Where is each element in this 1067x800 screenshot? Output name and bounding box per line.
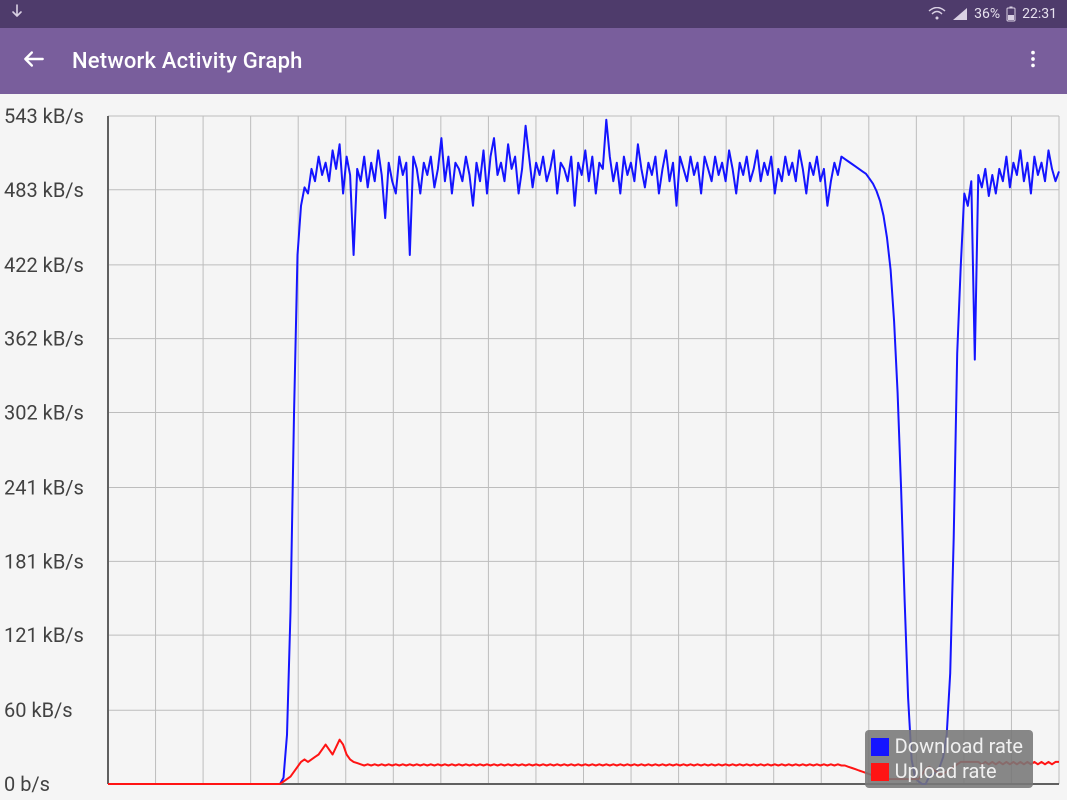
legend-swatch-download — [871, 738, 889, 756]
legend-swatch-upload — [871, 763, 889, 781]
status-bar-left — [10, 4, 24, 24]
battery-icon — [1006, 6, 1016, 22]
legend-label-upload: Upload rate — [895, 759, 997, 784]
arrow-left-icon — [21, 46, 47, 76]
status-bar: 36% 22:31 — [0, 0, 1067, 28]
legend-item-download: Download rate — [871, 734, 1023, 759]
battery-percent-label: 36% — [974, 6, 1000, 22]
page-title: Network Activity Graph — [72, 49, 303, 74]
download-arrow-icon — [10, 4, 24, 20]
clock-label: 22:31 — [1022, 6, 1057, 22]
legend-item-upload: Upload rate — [871, 759, 1023, 784]
svg-text:422 kB/s: 422 kB/s — [4, 253, 84, 277]
wifi-icon — [928, 7, 946, 21]
more-vert-icon — [1022, 48, 1044, 74]
legend-label-download: Download rate — [895, 734, 1023, 759]
chart-legend: Download rate Upload rate — [865, 730, 1033, 788]
app-bar: Network Activity Graph — [0, 28, 1067, 94]
svg-text:241 kB/s: 241 kB/s — [4, 476, 84, 500]
svg-text:302 kB/s: 302 kB/s — [4, 400, 84, 424]
overflow-menu-button[interactable] — [1013, 41, 1053, 81]
svg-text:543 kB/s: 543 kB/s — [4, 104, 84, 128]
svg-text:483 kB/s: 483 kB/s — [4, 178, 84, 202]
svg-text:60 kB/s: 60 kB/s — [4, 698, 73, 722]
signal-icon — [952, 7, 968, 21]
network-activity-chart: 0 b/s 60 kB/s 121 kB/s 181 kB/s 241 kB/s 302 … — [0, 94, 1067, 800]
svg-text:181 kB/s: 181 kB/s — [4, 549, 84, 573]
back-button[interactable] — [14, 41, 54, 81]
status-bar-right: 36% 22:31 — [928, 6, 1057, 22]
svg-text:0 b/s: 0 b/s — [4, 772, 50, 796]
svg-text:121 kB/s: 121 kB/s — [4, 623, 84, 647]
svg-text:362 kB/s: 362 kB/s — [4, 327, 84, 351]
